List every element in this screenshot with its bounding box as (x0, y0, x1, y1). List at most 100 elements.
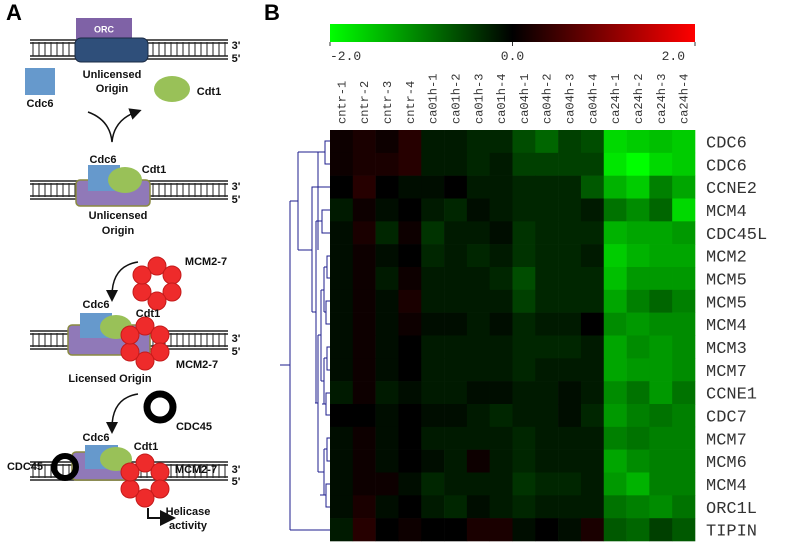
label: Helicase (166, 506, 211, 518)
label: MCM2-7 (175, 464, 217, 476)
heatmap-cell (466, 152, 490, 176)
heatmap-cell (535, 312, 559, 336)
heatmap-cell (672, 130, 696, 154)
heatmap-cell (466, 244, 490, 268)
arrow (147, 508, 176, 526)
heatmap-cell (649, 198, 673, 222)
heatmap-cell (512, 449, 536, 473)
heatmap-cell (489, 449, 513, 473)
heatmap-cell (558, 175, 582, 199)
heatmap-cell (421, 130, 445, 154)
heatmap-cell (398, 312, 422, 336)
colorbar-tick-label: 0.0 (501, 49, 524, 64)
heatmap-cell (489, 335, 513, 359)
heatmap-cell (489, 244, 513, 268)
heatmap-cell (375, 289, 399, 313)
heatmap-cell (672, 518, 696, 542)
arrow (106, 261, 139, 302)
heatmap-cell (626, 404, 650, 428)
heatmap-cell (398, 381, 422, 405)
heatmap-cell (580, 495, 605, 519)
row-label: MCM6 (706, 454, 747, 473)
heatmap-cell (580, 198, 605, 222)
label: CDC45 (7, 461, 43, 473)
heatmap-cell (466, 130, 490, 154)
heatmap-cell (580, 358, 605, 382)
row-label: MCM4 (706, 477, 747, 496)
heatmap-cell (398, 495, 422, 519)
heatmap-cell (398, 152, 422, 176)
heatmap-cell (672, 381, 696, 405)
heatmap-cell (626, 381, 650, 405)
heatmap-cell (398, 130, 422, 154)
heatmap-cell (626, 244, 650, 268)
heatmap-cell (352, 312, 376, 336)
heatmap-cell (466, 335, 490, 359)
column-label: ca01h-3 (472, 74, 486, 124)
heatmap-cell (626, 152, 650, 176)
label: 3' (232, 181, 241, 193)
label: Cdt1 (136, 308, 160, 320)
heatmap-cell (626, 472, 650, 496)
heatmap-cell (330, 267, 354, 291)
label: 5' (232, 53, 241, 65)
heatmap-cell (375, 175, 399, 199)
heatmap-cell (444, 472, 468, 496)
heatmap-cell (558, 449, 582, 473)
heatmap-cell (535, 221, 559, 245)
heatmap-cell (535, 495, 559, 519)
column-label: ca24h-2 (632, 74, 646, 124)
heatmap-cell (649, 426, 673, 450)
heatmap-cell (398, 358, 422, 382)
heatmap-cell (421, 404, 445, 428)
heatmap-cell (330, 198, 354, 222)
heatmap-cell (580, 152, 605, 176)
column-label: ca01h-4 (495, 74, 509, 124)
heatmap-cell (398, 289, 422, 313)
heatmap-cell (466, 175, 490, 199)
heatmap-cell (330, 495, 354, 519)
heatmap-cell (672, 426, 696, 450)
heatmap-cell (580, 518, 605, 542)
heatmap-cell (626, 426, 650, 450)
heatmap-cell (580, 244, 605, 268)
heatmap-cell (626, 221, 650, 245)
heatmap-cell (558, 244, 582, 268)
heatmap-cell (649, 381, 673, 405)
heatmap-cell (580, 449, 605, 473)
heatmap-cell (580, 267, 605, 291)
heatmap-cell (672, 175, 696, 199)
heatmap-cell (330, 472, 354, 496)
heatmap-cell (535, 358, 559, 382)
heatmap-cell (375, 198, 399, 222)
heatmap-cell (603, 244, 627, 268)
row-label: TIPIN (706, 523, 757, 542)
heatmap-cell (398, 426, 422, 450)
heatmap-cell (535, 472, 559, 496)
heatmap-cell (489, 312, 513, 336)
heatmap-cell (489, 198, 513, 222)
heatmap-cell (626, 518, 650, 542)
heatmap-cell (352, 221, 376, 245)
heatmap-cell (535, 267, 559, 291)
heatmap-cell (444, 518, 468, 542)
heatmap-cell (398, 267, 422, 291)
heatmap-cell (421, 152, 445, 176)
heatmap-cell (626, 358, 650, 382)
heatmap-cell (626, 267, 650, 291)
heatmap-cell (512, 312, 536, 336)
colorbar (330, 24, 695, 42)
heatmap-cell (649, 358, 673, 382)
heatmap-cell (580, 175, 605, 199)
heatmap-cell (649, 312, 673, 336)
cdc45-ring (143, 390, 177, 424)
column-label: cntr-3 (381, 81, 395, 124)
heatmap-cell (466, 221, 490, 245)
heatmap-cell (512, 518, 536, 542)
heatmap-cell (352, 426, 376, 450)
heatmap-cell (626, 335, 650, 359)
heatmap-cell (535, 335, 559, 359)
label: Cdc6 (83, 432, 110, 444)
heatmap-cell (466, 358, 490, 382)
label: Cdt1 (142, 164, 166, 176)
